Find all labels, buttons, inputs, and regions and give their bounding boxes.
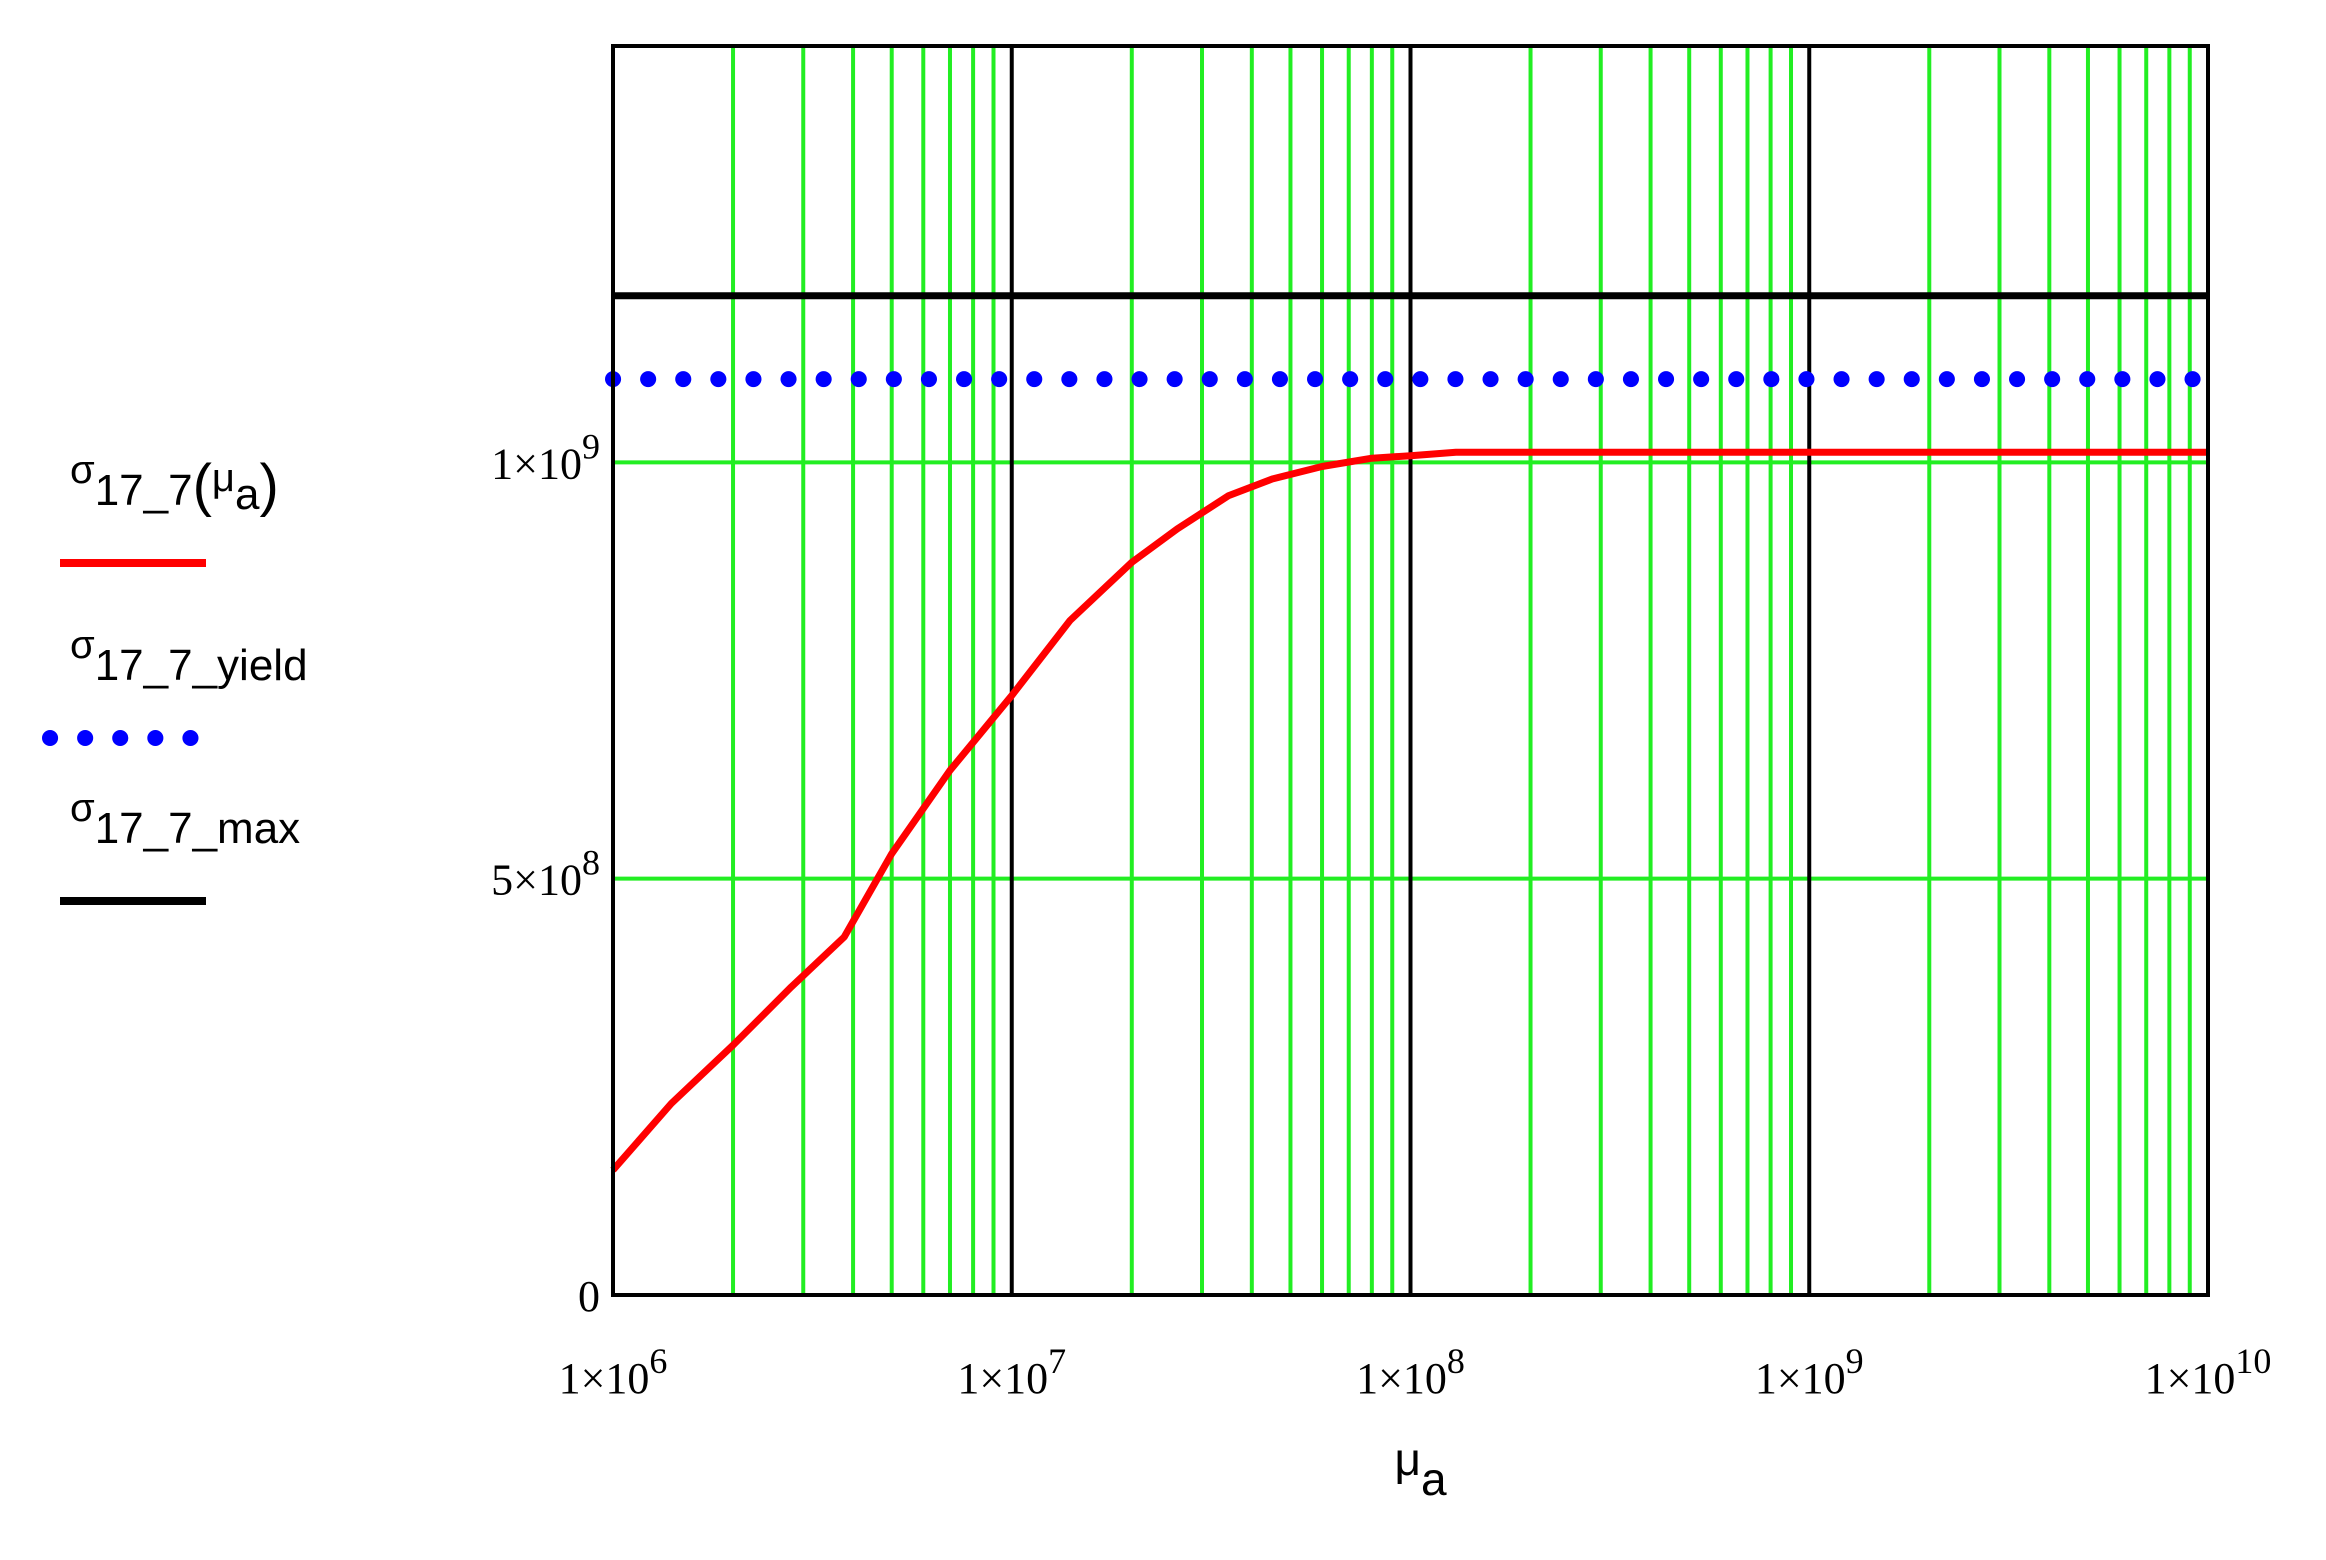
series-line-sigma: [610, 448, 2208, 1173]
legend-label: σ17_7(μa): [70, 448, 279, 519]
x-tick-labels: 1×106 1×107 1×108 1×109 1×1010: [559, 1341, 2272, 1403]
x-tick-label: 1×106: [559, 1341, 668, 1403]
x-tick-label: 1×108: [1356, 1341, 1465, 1403]
y-tick-labels: 0 5×108 1×109: [491, 426, 600, 1321]
y-tick-label: 0: [578, 1272, 600, 1321]
legend-label: σ17_7_max: [70, 786, 300, 853]
x-tick-label: 1×109: [1755, 1341, 1864, 1403]
x-tick-label: 1×107: [957, 1341, 1066, 1403]
x-axis-label: μa: [1394, 1433, 1447, 1505]
legend: σ17_7(μa) σ17_7_yield σ17_7_max: [42, 448, 308, 905]
plot-frame: [611, 44, 2210, 1297]
legend-label: σ17_7_yield: [70, 623, 308, 690]
y-tick-label: 5×108: [491, 843, 600, 905]
y-tick-label: 1×109: [491, 426, 600, 488]
x-axis-label-text: μa: [1394, 1433, 1447, 1505]
series-lines: [605, 292, 2216, 1173]
x-tick-label: 1×1010: [2145, 1341, 2272, 1403]
grid: [613, 46, 2208, 1295]
